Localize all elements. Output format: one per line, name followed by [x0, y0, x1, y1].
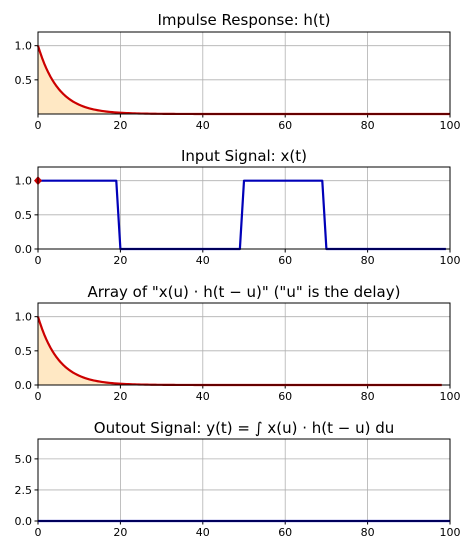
x-tick-label: 60 — [278, 526, 292, 539]
x-tick-label: 100 — [440, 119, 461, 132]
axes-frame — [37, 31, 451, 115]
x-tick-label: 80 — [361, 526, 375, 539]
x-tick-label: 40 — [196, 390, 210, 403]
axes-frame — [37, 438, 451, 522]
panel-title: Impulse Response: h(t) — [158, 11, 331, 29]
panel-title: Outout Signal: y(t) = ∫ x(u) · h(t − u) … — [94, 419, 394, 437]
area-fill — [38, 45, 450, 114]
panel-title: Array of "x(u) · h(t − u)" ("u" is the d… — [88, 283, 401, 301]
x-tick-label: 80 — [361, 119, 375, 132]
y-tick-label: 1.0 — [15, 40, 33, 53]
y-tick-label: 0.0 — [15, 515, 33, 528]
x-tick-label: 60 — [278, 254, 292, 267]
x-tick-label: 20 — [113, 526, 127, 539]
x-tick-label: 80 — [361, 254, 375, 267]
axes-frame — [37, 166, 451, 250]
y-tick-label: 0.5 — [15, 345, 33, 358]
axes-frame — [37, 302, 451, 386]
x-tick-label: 60 — [278, 390, 292, 403]
x-tick-label: 100 — [440, 526, 461, 539]
x-tick-label: 0 — [35, 526, 42, 539]
x-tick-label: 60 — [278, 119, 292, 132]
panel-title: Input Signal: x(t) — [181, 147, 307, 165]
series-line — [38, 179, 446, 251]
product-array-panel: Array of "x(u) · h(t − u)" ("u" is the d… — [15, 283, 461, 403]
y-tick-label: 1.0 — [15, 311, 33, 324]
x-tick-label: 20 — [113, 390, 127, 403]
x-tick-label: 40 — [196, 119, 210, 132]
x-tick-label: 20 — [113, 119, 127, 132]
area-fill — [38, 316, 442, 385]
y-tick-label: 1.0 — [15, 175, 33, 188]
x-tick-label: 0 — [35, 119, 42, 132]
y-tick-label: 0.5 — [15, 209, 33, 222]
x-tick-label: 80 — [361, 390, 375, 403]
output-signal-panel: Outout Signal: y(t) = ∫ x(u) · h(t − u) … — [15, 419, 461, 539]
y-tick-label: 0.0 — [15, 379, 33, 392]
x-tick-label: 20 — [113, 254, 127, 267]
x-tick-label: 100 — [440, 254, 461, 267]
y-tick-label: 0.0 — [15, 243, 33, 256]
x-tick-label: 100 — [440, 390, 461, 403]
x-tick-label: 40 — [196, 254, 210, 267]
x-tick-label: 0 — [35, 254, 42, 267]
x-tick-label: 40 — [196, 526, 210, 539]
x-tick-label: 0 — [35, 390, 42, 403]
y-tick-label: 5.0 — [15, 453, 33, 466]
y-tick-label: 0.5 — [15, 74, 33, 87]
impulse-response-panel: Impulse Response: h(t) 0 20 40 60 80 100 0.5 1.… — [15, 11, 461, 132]
y-tick-label: 2.5 — [15, 484, 33, 497]
input-signal-panel: Input Signal: x(t) 0 20 40 60 80 100 0.0 0.5 1.0 — [15, 147, 461, 267]
